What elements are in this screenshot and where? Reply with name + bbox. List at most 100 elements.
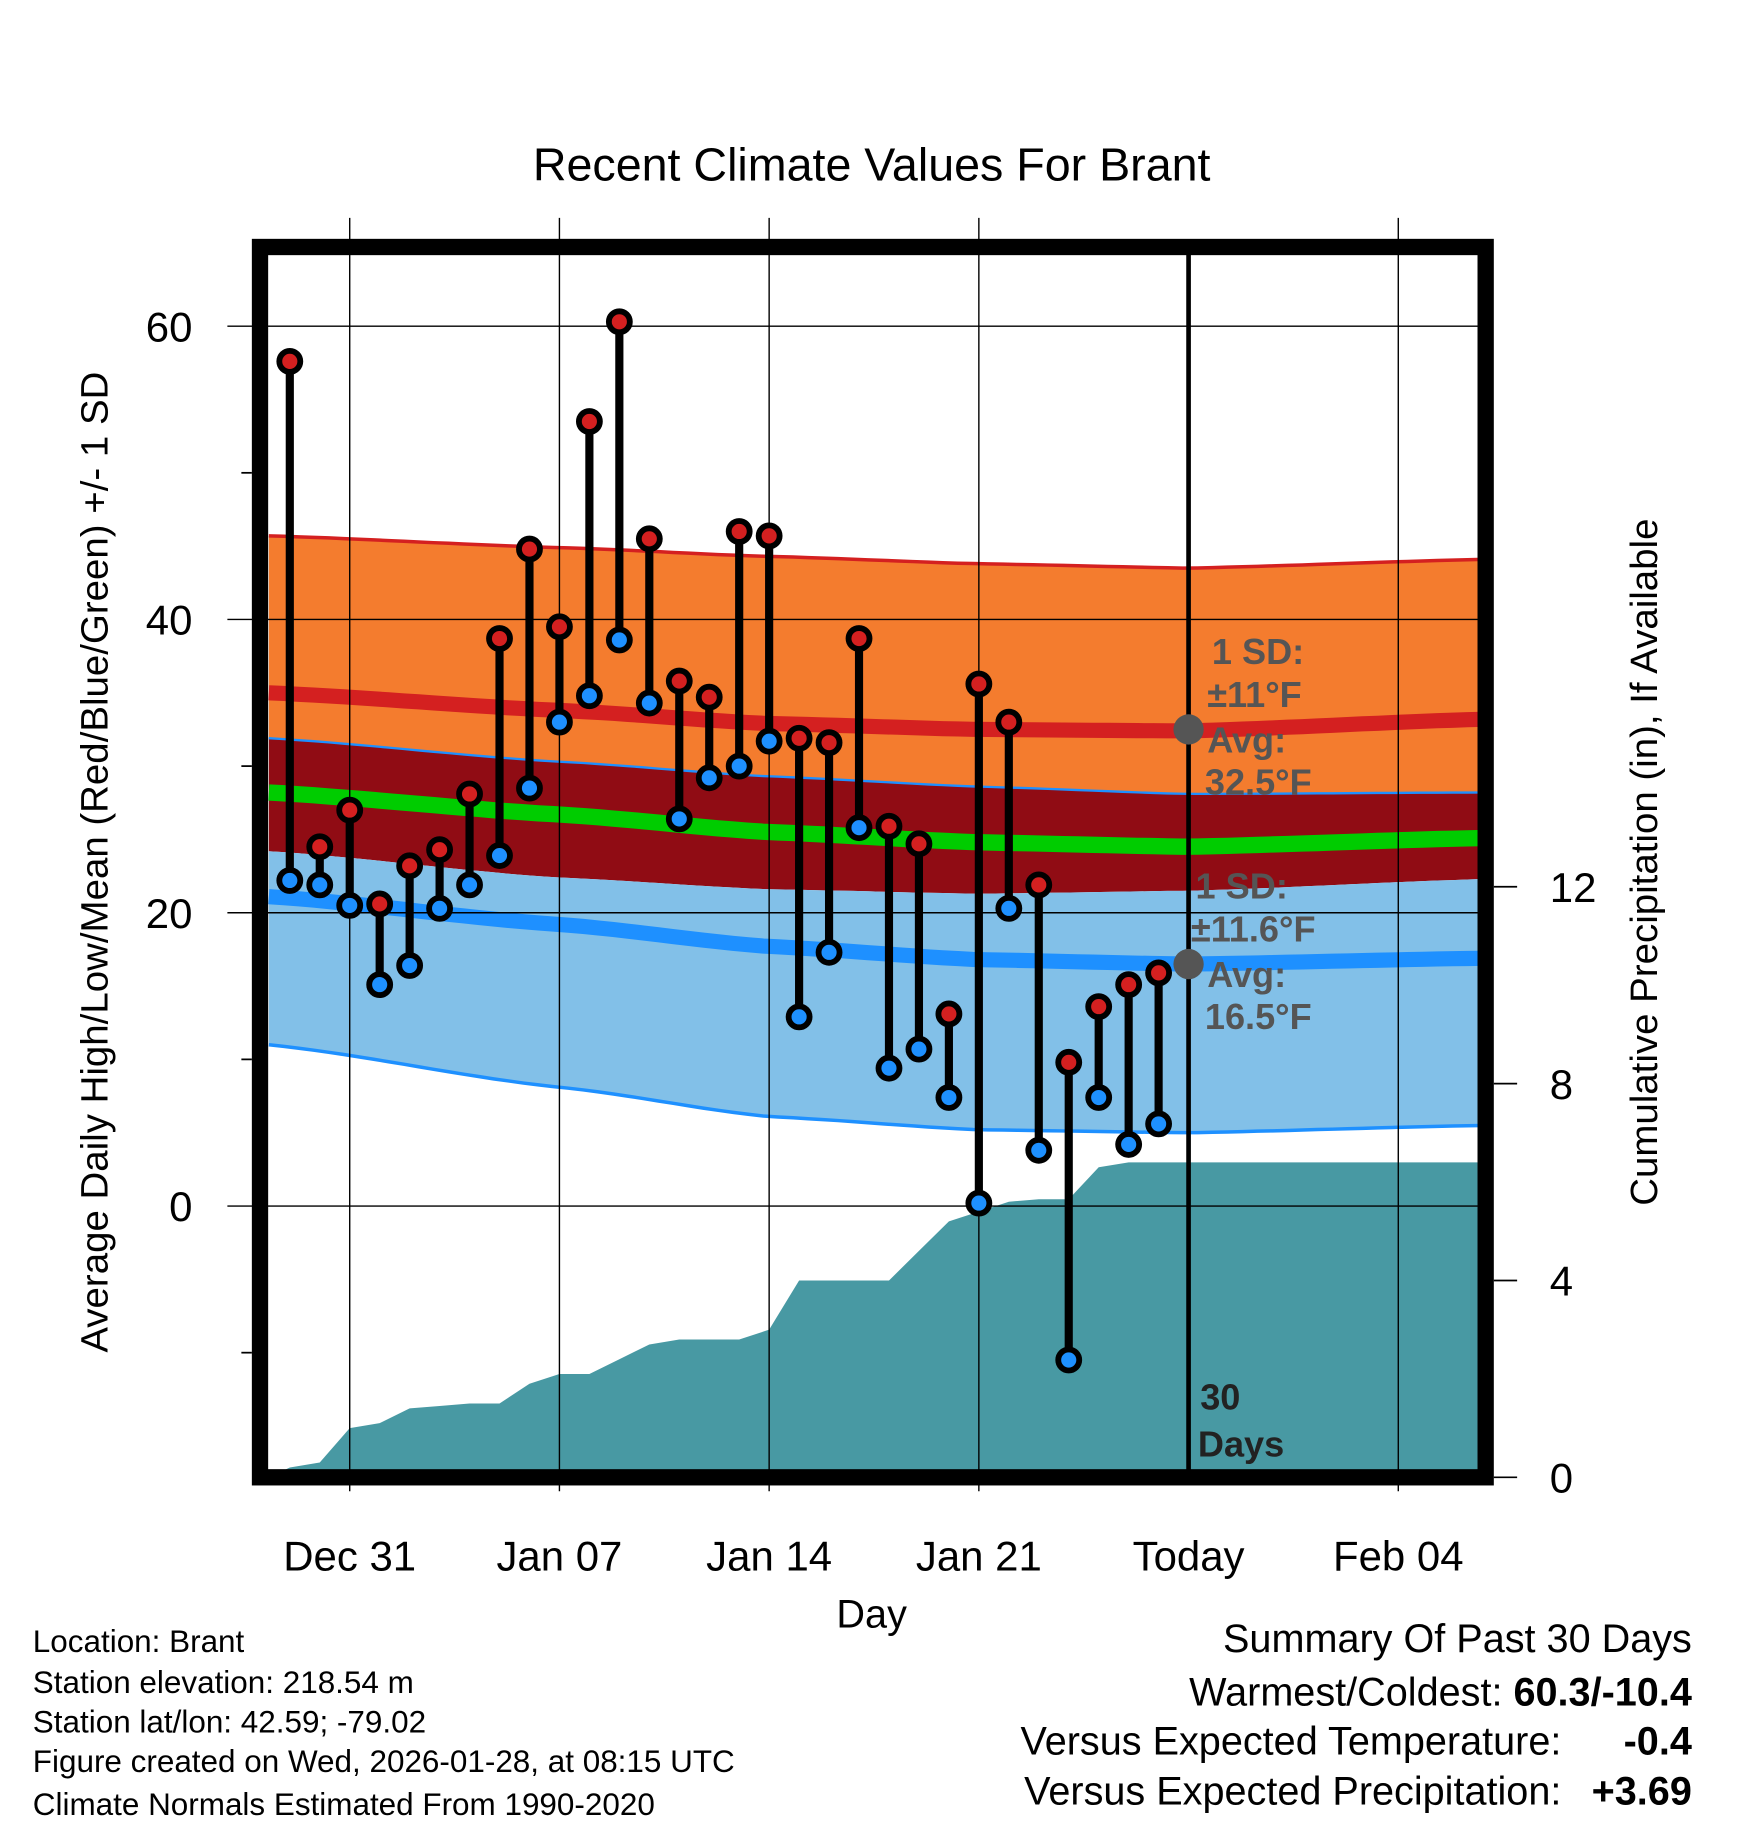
low-point (366, 971, 394, 998)
high-avg-label: Avg: (1207, 720, 1286, 761)
high-point (1055, 1048, 1083, 1076)
y2-axis-label: Cumulative Precipitation (in), If Availa… (1623, 519, 1666, 1206)
footer-elevation: Station elevation: 218.54 m (33, 1665, 414, 1700)
low-point (815, 938, 843, 966)
low-point (1055, 1346, 1083, 1374)
low-point (965, 1189, 993, 1217)
high-point (1145, 959, 1173, 987)
high-point (1085, 993, 1113, 1020)
high-point (995, 708, 1023, 736)
low-point (1025, 1136, 1053, 1164)
low-point (336, 892, 364, 919)
y-tick-label: 0 (169, 1183, 192, 1230)
summary-temp-value: -0.4 (1624, 1720, 1692, 1764)
y-tick-label: 20 (146, 890, 193, 937)
high-avg-line (268, 685, 1483, 739)
low-point (845, 814, 873, 842)
summary-warmest-value: 60.3/-10.4 (1513, 1671, 1691, 1715)
y-axis-label: Average Daily High/Low/Mean (Red/Blue/Gr… (73, 372, 116, 1353)
high-sd-label: 1 SD: (1212, 631, 1304, 672)
x-axis-label: Day (836, 1593, 907, 1637)
high-point (1025, 871, 1053, 899)
high-avg-today-marker (1173, 714, 1204, 745)
low-sd-value: ±11.6°F (1191, 908, 1316, 949)
low-point (695, 764, 723, 792)
plot-frame (251, 238, 1494, 1486)
high-point (695, 683, 723, 711)
high-sd-value: ±11°F (1207, 674, 1302, 715)
x-tick-label: Jan 07 (496, 1533, 622, 1580)
low-point (755, 727, 783, 755)
low-point (486, 842, 513, 869)
high-point (486, 625, 513, 652)
low-avg-today-marker (1173, 948, 1204, 980)
daily-bars (276, 308, 1173, 1374)
low-sd-band (268, 851, 1483, 1133)
high-point (815, 729, 843, 757)
low-point (426, 894, 453, 922)
high-avg-value: 32.5°F (1205, 762, 1312, 803)
low-point (516, 774, 543, 802)
x-tick-label: Feb 04 (1333, 1533, 1464, 1580)
high-point (336, 796, 364, 824)
high-point (845, 625, 873, 652)
chart-title: Recent Climate Values For Brant (533, 139, 1211, 191)
high-point (965, 670, 993, 698)
high-point (575, 408, 603, 435)
precip-area (268, 1162, 1478, 1478)
summary-box: Summary Of Past 30 Days Warmest/Coldest:… (1020, 1617, 1691, 1814)
high-point (725, 518, 753, 545)
annotations: 1 SD: ±11°F Avg: 32.5°F 1 SD: ±11.6°F Av… (1191, 631, 1316, 1464)
low-point (605, 626, 633, 654)
low-point (665, 805, 693, 833)
y2-tick-label: 8 (1550, 1061, 1573, 1108)
high-point (875, 812, 903, 840)
normal-bands (268, 534, 1483, 1135)
footer-latlon: Station lat/lon: 42.59; -79.02 (33, 1704, 426, 1739)
low-sd-label: 1 SD: (1196, 865, 1288, 906)
low-point (546, 708, 573, 736)
summary-warmest: Warmest/Coldest: 60.3/-10.4 (1189, 1671, 1692, 1715)
high-point (605, 308, 633, 336)
low-point (396, 952, 424, 979)
high-point (276, 347, 304, 375)
high-point (426, 836, 453, 864)
low-avg-value: 16.5°F (1205, 996, 1312, 1037)
low-point (905, 1035, 933, 1063)
low-point (306, 871, 334, 899)
x-tick-label: Jan 14 (706, 1533, 832, 1580)
period-label-number: 30 (1200, 1377, 1240, 1418)
summary-warmest-label: Warmest/Coldest: (1189, 1671, 1513, 1715)
footer-created: Figure created on Wed, 2026-01-28, at 08… (33, 1744, 735, 1779)
low-avg-line (268, 889, 1483, 972)
high-plus-sd-line (268, 534, 1483, 570)
low-avg-label: Avg: (1207, 954, 1286, 995)
low-point (1085, 1084, 1113, 1111)
high-minus-sd-line (268, 737, 1483, 796)
high-point (516, 535, 543, 563)
high-point (546, 613, 573, 641)
high-point (635, 525, 663, 553)
low-point (1115, 1131, 1143, 1158)
high-point (1115, 971, 1143, 998)
high-point (755, 522, 783, 550)
low-point (995, 894, 1023, 922)
precip-cumulative-area (268, 1162, 1478, 1478)
high-point (785, 724, 813, 752)
station-info: Location: Brant Station elevation: 218.5… (33, 1624, 735, 1822)
low-point (785, 1003, 813, 1031)
summary-precip-value: +3.69 (1592, 1770, 1692, 1814)
low-minus-sd-line (268, 1042, 1483, 1135)
high-point (396, 852, 424, 880)
y-tick-label: 40 (146, 597, 193, 644)
high-point (456, 780, 483, 808)
high-point (905, 830, 933, 858)
y2-tick-label: 0 (1550, 1454, 1573, 1501)
low-point (875, 1054, 903, 1082)
y2-tick-label: 4 (1550, 1258, 1573, 1305)
summary-precip-label: Versus Expected Precipitation: (1024, 1770, 1561, 1814)
y-tick-label: 60 (146, 303, 193, 350)
footer-normals: Climate Normals Estimated From 1990-2020 (33, 1787, 655, 1822)
low-point (456, 871, 483, 899)
